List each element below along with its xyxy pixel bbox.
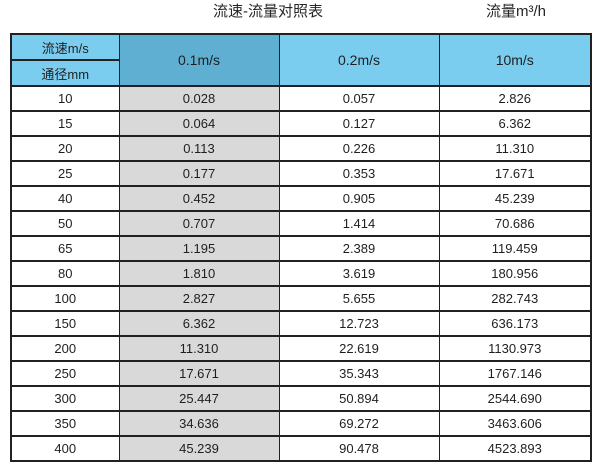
cell-diameter: 20 [10, 135, 120, 162]
cell-v02: 2.389 [278, 235, 440, 262]
cell-v02: 0.905 [278, 185, 440, 212]
cell-v02: 0.057 [278, 85, 440, 112]
cell-v01: 34.636 [118, 410, 280, 437]
cell-diameter: 65 [10, 235, 120, 262]
cell-v10: 1767.146 [438, 360, 592, 387]
cell-diameter: 200 [10, 335, 120, 362]
column-header-0-2ms: 0.2m/s [278, 33, 440, 87]
cell-v01: 6.362 [118, 310, 280, 337]
cell-v10: 6.362 [438, 110, 592, 137]
cell-diameter: 10 [10, 85, 120, 112]
cell-v02: 90.478 [278, 435, 440, 462]
table-title: 流速-流量对照表 [213, 3, 323, 20]
cell-v02: 35.343 [278, 360, 440, 387]
flow-unit-label: 流量m³/h [486, 3, 547, 20]
cell-diameter: 350 [10, 410, 120, 437]
cell-v10: 11.310 [438, 135, 592, 162]
cell-v10: 3463.606 [438, 410, 592, 437]
cell-v01: 1.195 [118, 235, 280, 262]
cell-diameter: 300 [10, 385, 120, 412]
cell-diameter: 400 [10, 435, 120, 462]
cell-v02: 0.127 [278, 110, 440, 137]
table-row: 300 25.447 50.894 2544.690 [10, 385, 592, 412]
cell-v02: 0.353 [278, 160, 440, 187]
cell-v10: 70.686 [438, 210, 592, 237]
cell-v02: 5.655 [278, 285, 440, 312]
table-row: 200 11.310 22.619 1130.973 [10, 335, 592, 362]
column-header-0-1ms: 0.1m/s [118, 33, 280, 87]
cell-v10: 282.743 [438, 285, 592, 312]
cell-v02: 1.414 [278, 210, 440, 237]
cell-v10: 17.671 [438, 160, 592, 187]
column-header-10ms: 10m/s [438, 33, 592, 87]
table-row: 100 2.827 5.655 282.743 [10, 285, 592, 312]
cell-v01: 1.810 [118, 260, 280, 287]
cell-v02: 22.619 [278, 335, 440, 362]
table-row: 50 0.707 1.414 70.686 [10, 210, 592, 237]
flow-rate-table: 流速m/s 0.1m/s 0.2m/s 10m/s 通径mm 10 0.028 … [10, 33, 592, 462]
cell-v01: 25.447 [118, 385, 280, 412]
cell-v01: 45.239 [118, 435, 280, 462]
header-row-bottom: 通径mm [10, 59, 591, 87]
cell-v01: 2.827 [118, 285, 280, 312]
cell-v10: 4523.893 [438, 435, 592, 462]
corner-velocity-label: 流速m/s [10, 33, 120, 61]
table-row: 350 34.636 69.272 3463.606 [10, 410, 592, 437]
cell-v01: 0.064 [118, 110, 280, 137]
table-row: 150 6.362 12.723 636.173 [10, 310, 592, 337]
cell-v02: 0.226 [278, 135, 440, 162]
cell-diameter: 80 [10, 260, 120, 287]
cell-v02: 69.272 [278, 410, 440, 437]
cell-v02: 50.894 [278, 385, 440, 412]
cell-v01: 0.177 [118, 160, 280, 187]
cell-diameter: 150 [10, 310, 120, 337]
cell-v02: 12.723 [278, 310, 440, 337]
table-row: 10 0.028 0.057 2.826 [10, 85, 592, 112]
cell-v10: 2544.690 [438, 385, 592, 412]
table-row: 20 0.113 0.226 11.310 [10, 135, 592, 162]
cell-v01: 0.113 [118, 135, 280, 162]
cell-v10: 45.239 [438, 185, 592, 212]
table-row: 40 0.452 0.905 45.239 [10, 185, 592, 212]
cell-v01: 0.452 [118, 185, 280, 212]
cell-diameter: 50 [10, 210, 120, 237]
cell-diameter: 15 [10, 110, 120, 137]
cell-v01: 0.028 [118, 85, 280, 112]
cell-v02: 3.619 [278, 260, 440, 287]
cell-v10: 180.956 [438, 260, 592, 287]
header-row-top: 流速m/s 0.1m/s 0.2m/s 10m/s [10, 33, 592, 87]
corner-diameter-label: 通径mm [10, 59, 120, 87]
table-row: 250 17.671 35.343 1767.146 [10, 360, 592, 387]
cell-v10: 636.173 [438, 310, 592, 337]
table-row: 15 0.064 0.127 6.362 [10, 110, 592, 137]
cell-diameter: 40 [10, 185, 120, 212]
cell-v01: 11.310 [118, 335, 280, 362]
table-row: 80 1.810 3.619 180.956 [10, 260, 592, 287]
cell-v10: 1130.973 [438, 335, 592, 362]
cell-v10: 2.826 [438, 85, 592, 112]
table-row: 25 0.177 0.353 17.671 [10, 160, 592, 187]
cell-v01: 17.671 [118, 360, 280, 387]
cell-v01: 0.707 [118, 210, 280, 237]
table-row: 65 1.195 2.389 119.459 [10, 235, 592, 262]
table-row: 400 45.239 90.478 4523.893 [10, 435, 592, 462]
cell-diameter: 100 [10, 285, 120, 312]
cell-diameter: 250 [10, 360, 120, 387]
cell-v10: 119.459 [438, 235, 592, 262]
cell-diameter: 25 [10, 160, 120, 187]
